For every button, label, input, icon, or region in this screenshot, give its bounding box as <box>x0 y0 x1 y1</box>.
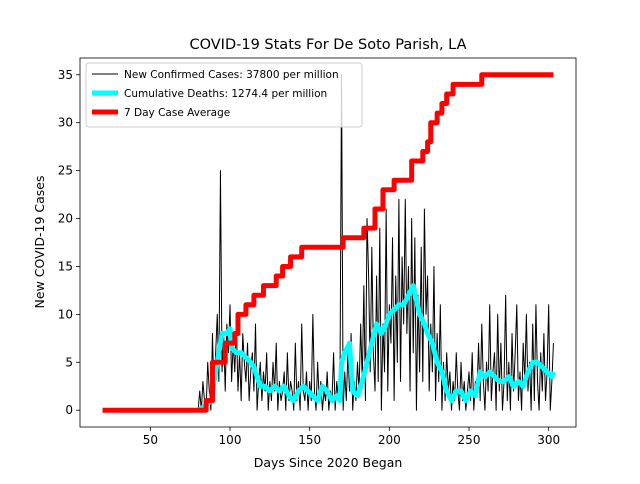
y-tick-label: 20 <box>58 212 73 226</box>
legend-label: New Confirmed Cases: 37800 per million <box>124 69 339 81</box>
legend-label: 7 Day Case Average <box>124 107 230 119</box>
y-axis-label: New COVID-19 Cases <box>32 176 47 309</box>
legend-box <box>85 62 363 128</box>
x-axis-label: Days Since 2020 Began <box>254 455 403 470</box>
x-tick-label: 200 <box>378 433 401 447</box>
y-tick-label: 35 <box>58 68 73 82</box>
series-line <box>196 283 556 413</box>
series-line <box>102 72 554 413</box>
x-tick-label: 250 <box>458 433 481 447</box>
x-tick-label: 150 <box>298 433 321 447</box>
y-tick-label: 10 <box>58 307 73 321</box>
y-tick-label: 25 <box>58 164 73 178</box>
y-tick-label: 5 <box>65 355 73 369</box>
x-tick-label: 300 <box>537 433 560 447</box>
y-tick-label: 30 <box>58 116 73 130</box>
series-line <box>102 74 554 411</box>
x-tick-label: 50 <box>143 433 158 447</box>
legend: New Confirmed Cases: 37800 per million Cu… <box>85 62 363 128</box>
y-tick-label: 0 <box>65 403 73 417</box>
legend-label: Cumulative Deaths: 1274.4 per million <box>124 88 327 100</box>
chart-title: COVID-19 Stats For De Soto Parish, LA <box>189 37 466 53</box>
axes-frame <box>79 57 577 428</box>
y-tick-label: 15 <box>58 259 73 273</box>
series-group <box>102 72 556 413</box>
x-tick-label: 100 <box>219 433 242 447</box>
